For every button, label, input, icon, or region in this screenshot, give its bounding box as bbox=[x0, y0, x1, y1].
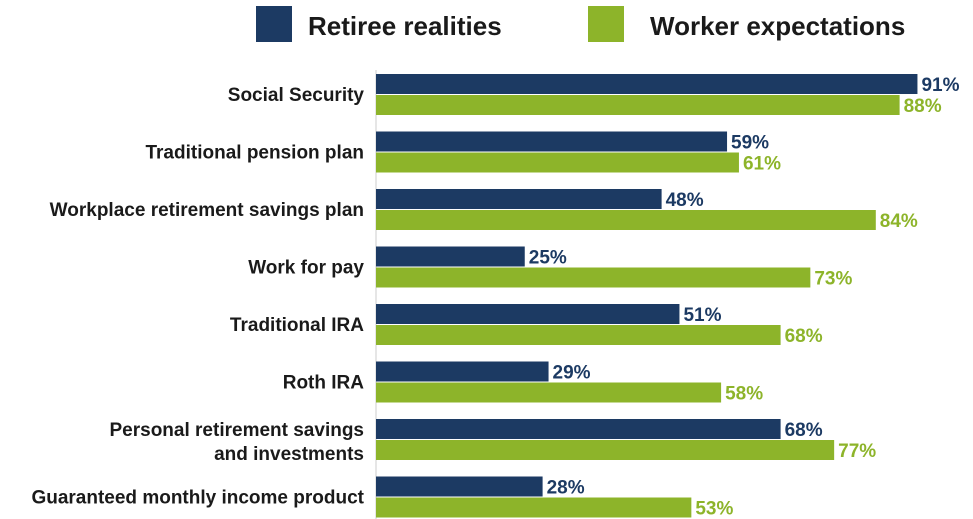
value-label-retiree-realities-work-for-pay: 25% bbox=[529, 248, 567, 269]
legend: Retiree realities Worker expectations bbox=[256, 6, 905, 42]
value-label-worker-expectations-workplace-retirement-savings-plan: 84% bbox=[880, 211, 918, 232]
value-label-worker-expectations-traditional-pension-plan: 61% bbox=[743, 154, 781, 175]
value-label-worker-expectations-personal-retirement-savings-and-investments: 77% bbox=[838, 441, 876, 462]
value-label-retiree-realities-personal-retirement-savings-and-investments: 68% bbox=[785, 420, 823, 441]
value-label-retiree-realities-guaranteed-monthly-income-product: 28% bbox=[547, 478, 585, 499]
bar-retiree-realities-personal-retirement-savings-and-investments bbox=[376, 419, 781, 439]
bar-retiree-realities-traditional-ira bbox=[376, 304, 680, 324]
category-label-work-for-pay: Work for pay bbox=[248, 258, 364, 279]
bar-retiree-realities-traditional-pension-plan bbox=[376, 131, 728, 152]
value-label-retiree-realities-workplace-retirement-savings-plan: 48% bbox=[666, 190, 704, 211]
category-label-workplace-retirement-savings-plan: Workplace retirement savings plan bbox=[50, 200, 364, 221]
value-label-worker-expectations-guaranteed-monthly-income-product: 53% bbox=[695, 499, 733, 519]
value-label-worker-expectations-traditional-ira: 68% bbox=[785, 326, 823, 347]
bar-retiree-realities-work-for-pay bbox=[376, 246, 525, 267]
value-label-worker-expectations-social-security: 88% bbox=[904, 96, 942, 117]
category-label-roth-ira: Roth IRA bbox=[283, 373, 365, 394]
category-label-traditional-pension-plan: Traditional pension plan bbox=[145, 143, 364, 164]
bar-worker-expectations-traditional-ira bbox=[376, 325, 781, 345]
value-label-retiree-realities-social-security: 91% bbox=[921, 75, 959, 96]
bar-retiree-realities-roth-ira bbox=[376, 361, 549, 382]
category-label-social-security: Social Security bbox=[228, 85, 365, 106]
bar-retiree-realities-workplace-retirement-savings-plan bbox=[376, 189, 662, 209]
bar-retiree-realities-guaranteed-monthly-income-product bbox=[376, 476, 543, 497]
bar-retiree-realities-social-security bbox=[376, 74, 918, 94]
bar-worker-expectations-guaranteed-monthly-income-product bbox=[376, 497, 692, 518]
value-label-worker-expectations-roth-ira: 58% bbox=[725, 384, 763, 405]
bar-worker-expectations-roth-ira bbox=[376, 382, 722, 403]
category-label-personal-retirement-savings-and-investments: Personal retirement savings and investmen… bbox=[110, 420, 365, 465]
legend-swatch-retiree-realities bbox=[256, 6, 292, 42]
value-label-retiree-realities-traditional-ira: 51% bbox=[683, 305, 721, 326]
legend-swatch-worker-expectations bbox=[588, 6, 624, 42]
value-label-worker-expectations-work-for-pay: 73% bbox=[814, 269, 852, 290]
legend-label-worker-expectations: Worker expectations bbox=[650, 11, 905, 41]
value-label-retiree-realities-roth-ira: 29% bbox=[553, 363, 591, 384]
bar-worker-expectations-workplace-retirement-savings-plan bbox=[376, 210, 876, 230]
category-label-guaranteed-monthly-income-product: Guaranteed monthly income product bbox=[31, 488, 364, 509]
plot-area: Social Security 91%88% Traditional pension… bbox=[31, 70, 960, 519]
category-label-traditional-ira: Traditional IRA bbox=[230, 315, 364, 336]
bar-worker-expectations-work-for-pay bbox=[376, 267, 811, 288]
bar-worker-expectations-traditional-pension-plan bbox=[376, 152, 739, 173]
legend-label-retiree-realities: Retiree realities bbox=[308, 11, 502, 41]
value-label-retiree-realities-traditional-pension-plan: 59% bbox=[731, 133, 769, 154]
bar-worker-expectations-personal-retirement-savings-and-investments bbox=[376, 440, 835, 460]
bar-worker-expectations-social-security bbox=[376, 95, 900, 115]
